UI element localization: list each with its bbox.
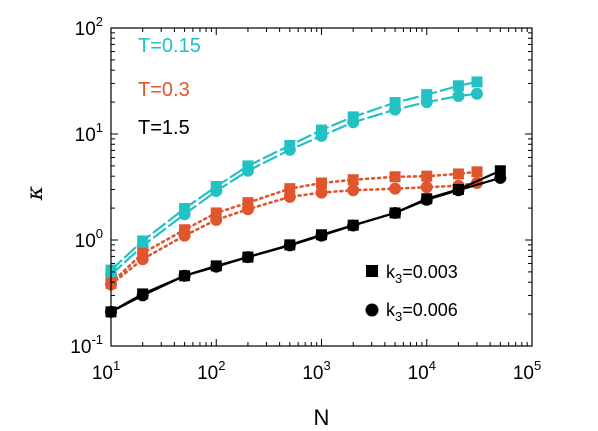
circle-marker <box>452 90 465 103</box>
square-marker <box>452 80 464 92</box>
annotation-t015: T=0.15 <box>138 35 201 57</box>
square-marker <box>284 183 296 195</box>
y-tick-label: 101 <box>75 120 103 146</box>
circle-marker <box>178 229 191 242</box>
circle-marker <box>283 190 296 203</box>
y-tick-exponent: 2 <box>96 14 103 29</box>
plot-frame <box>110 27 533 347</box>
square-marker <box>471 166 483 178</box>
square-marker <box>389 97 401 109</box>
square-marker <box>494 165 506 177</box>
y-tick-label: 10-1 <box>70 332 103 358</box>
x-tick-base: 10 <box>513 363 534 384</box>
y-tick-label: 102 <box>75 14 103 40</box>
circle-marker <box>452 184 465 197</box>
square-marker <box>452 168 464 180</box>
y-tick-exponent: -1 <box>91 332 103 347</box>
legend-k-value: =0.006 <box>402 300 458 320</box>
square-marker <box>316 177 327 189</box>
x-tick-base: 10 <box>302 363 323 384</box>
legend-k-subscript: 3 <box>395 271 402 286</box>
legend: k3=0.003 k3=0.006 <box>365 262 458 324</box>
square-marker <box>347 174 359 186</box>
y-tick-exponent: 0 <box>96 226 103 241</box>
circle-marker <box>241 164 254 177</box>
circle-marker <box>241 251 254 264</box>
legend-label-square: k3=0.003 <box>386 262 458 286</box>
circle-marker <box>470 87 483 100</box>
legend-square-marker <box>366 265 378 277</box>
circle-marker <box>420 181 433 194</box>
circle-marker <box>210 260 223 273</box>
circle-marker <box>389 206 402 219</box>
legend-k-subscript: 3 <box>395 309 402 324</box>
x-tick-label: 102 <box>197 358 225 384</box>
x-tick-base: 10 <box>197 363 218 384</box>
square-marker <box>421 170 433 182</box>
y-tick-label: 100 <box>75 226 103 252</box>
circle-marker <box>315 186 328 199</box>
legend-label-circle: k3=0.006 <box>386 300 458 324</box>
x-tick-exponent: 4 <box>429 358 436 373</box>
square-marker <box>242 197 254 209</box>
y-tick-exponent: 1 <box>96 120 103 135</box>
legend-k-value: =0.003 <box>402 262 458 282</box>
circle-marker <box>178 269 191 282</box>
annotation-t03: T=0.3 <box>138 79 190 101</box>
x-tick-exponent: 5 <box>534 358 541 373</box>
series-layer <box>105 76 507 318</box>
circle-marker <box>347 184 360 197</box>
circle-marker <box>241 203 254 216</box>
circle-marker <box>136 289 149 302</box>
circle-marker <box>210 213 223 226</box>
square-marker <box>421 89 433 101</box>
annotation-t15: T=1.5 <box>138 117 190 139</box>
legend-k-prefix: k <box>386 262 396 282</box>
circle-marker <box>347 219 360 232</box>
circle-marker <box>136 253 149 266</box>
x-tick-label: 101 <box>92 358 120 384</box>
circle-marker <box>315 129 328 142</box>
circle-marker <box>178 208 191 221</box>
legend-circle-marker <box>365 303 379 317</box>
circle-marker <box>389 182 402 195</box>
y-tick-base: 10 <box>75 19 96 40</box>
x-tick-base: 10 <box>408 363 429 384</box>
y-axis-label: κ <box>23 185 48 201</box>
x-tick-exponent: 2 <box>218 358 225 373</box>
square-marker <box>389 171 401 183</box>
x-axis-label: N <box>314 405 330 430</box>
x-tick-base: 10 <box>92 363 113 384</box>
legend-k-prefix: k <box>386 300 396 320</box>
circle-marker <box>494 171 507 184</box>
circle-marker <box>283 143 296 156</box>
x-tick-exponent: 1 <box>113 358 120 373</box>
circle-marker <box>420 193 433 206</box>
circle-marker <box>315 229 328 242</box>
circle-marker <box>389 103 402 116</box>
x-tick-exponent: 3 <box>323 358 330 373</box>
y-tick-base: 10 <box>75 231 96 252</box>
circle-marker <box>347 116 360 129</box>
x-tick-label: 105 <box>513 358 541 384</box>
square-marker <box>471 76 483 88</box>
circle-marker <box>283 239 296 252</box>
x-tick-label: 103 <box>302 358 330 384</box>
y-tick-base: 10 <box>70 337 91 358</box>
square-marker <box>210 207 222 219</box>
circle-marker <box>420 96 433 109</box>
y-tick-base: 10 <box>75 125 96 146</box>
x-tick-label: 104 <box>408 358 436 384</box>
circle-marker <box>210 184 223 197</box>
